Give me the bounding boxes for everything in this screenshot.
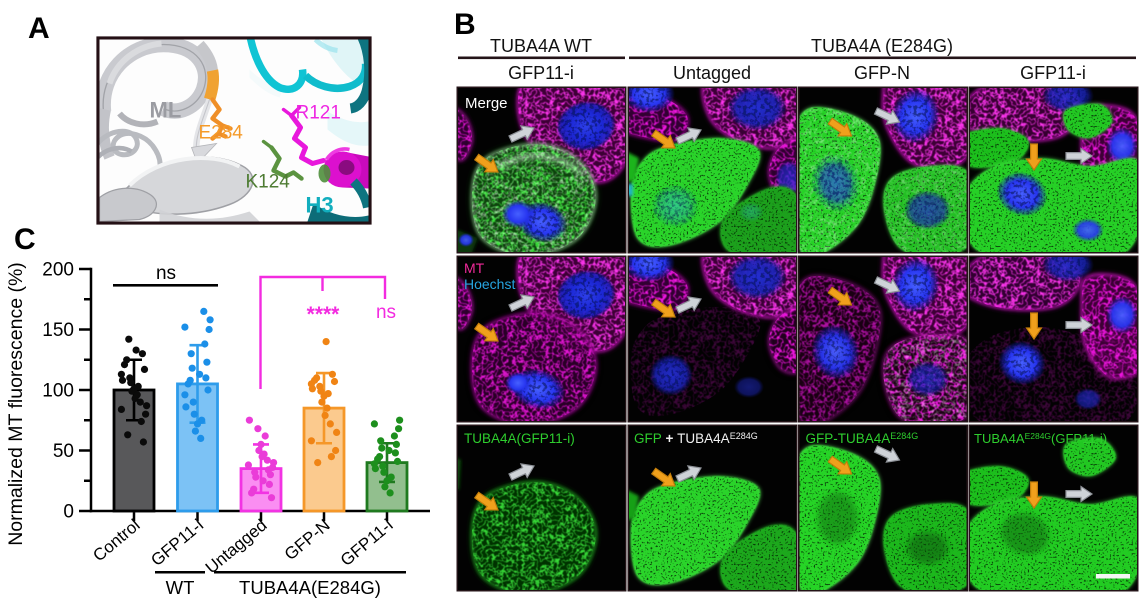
svg-text:A: A — [28, 12, 50, 45]
svg-text:Untagged: Untagged — [202, 516, 271, 578]
svg-text:TUBA4A WT: TUBA4A WT — [490, 36, 592, 56]
svg-text:GFP11-i: GFP11-i — [508, 63, 574, 83]
svg-text:Normalized MT fluorescence (%): Normalized MT fluorescence (%) — [5, 262, 27, 546]
svg-text:MT: MT — [464, 260, 485, 276]
svg-text:ns: ns — [156, 263, 176, 284]
svg-text:WT: WT — [166, 577, 195, 598]
svg-text:GFP-N: GFP-N — [281, 516, 334, 565]
svg-text:ns: ns — [376, 302, 396, 323]
svg-text:Control: Control — [89, 516, 143, 566]
svg-text:150: 150 — [42, 320, 74, 341]
svg-text:Hoechst: Hoechst — [464, 276, 515, 292]
svg-text:200: 200 — [42, 260, 74, 281]
svg-text:TUBA4A(E284G): TUBA4A(E284G) — [239, 577, 381, 598]
svg-text:GFP-TUBA4AE284G: GFP-TUBA4AE284G — [806, 431, 919, 446]
svg-text:GFP11-i: GFP11-i — [337, 516, 397, 570]
svg-text:Untagged: Untagged — [673, 63, 751, 83]
svg-text:Merge: Merge — [465, 95, 508, 112]
svg-text:GFP11-i: GFP11-i — [1020, 63, 1086, 83]
svg-text:TUBA4AE284G(GFP11-i): TUBA4AE284G(GFP11-i) — [974, 431, 1107, 446]
svg-text:C: C — [14, 223, 36, 256]
svg-text:GFP11-i: GFP11-i — [147, 516, 207, 570]
svg-text:TUBA4A(GFP11-i): TUBA4A(GFP11-i) — [464, 431, 575, 446]
svg-text:E284: E284 — [199, 123, 244, 144]
svg-text:R121: R121 — [296, 103, 341, 124]
svg-text:****: **** — [307, 303, 341, 326]
svg-text:50: 50 — [53, 441, 74, 462]
svg-text:ML: ML — [150, 98, 182, 123]
svg-text:H3: H3 — [306, 193, 334, 218]
svg-text:K124: K124 — [246, 172, 291, 193]
svg-text:GFP-N: GFP-N — [854, 63, 910, 83]
svg-text:B: B — [454, 8, 476, 41]
svg-text:GFP + TUBA4AE284G: GFP + TUBA4AE284G — [634, 431, 758, 446]
svg-text:TUBA4A (E284G): TUBA4A (E284G) — [811, 36, 953, 56]
svg-text:0: 0 — [63, 502, 74, 523]
svg-text:100: 100 — [42, 381, 74, 402]
